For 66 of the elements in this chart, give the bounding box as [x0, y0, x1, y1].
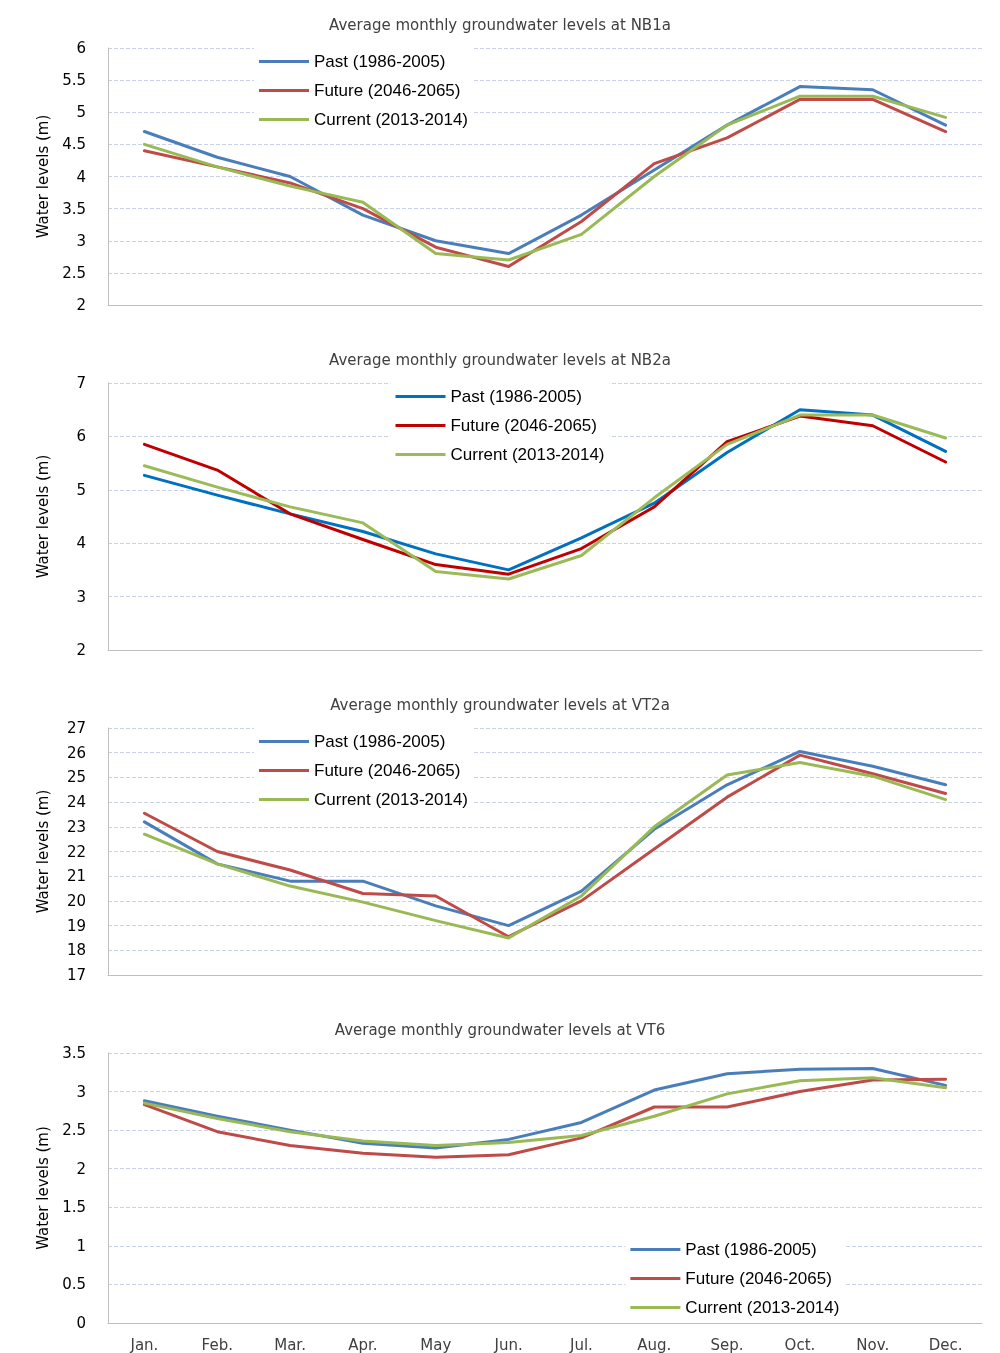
y-tick-label: 6 — [76, 39, 86, 57]
y-axis-title: Water levels (m) — [33, 1126, 52, 1250]
y-tick-label: 20 — [66, 891, 86, 910]
legend-label: Future (2046-2065) — [314, 761, 461, 780]
y-tick-label: 2 — [76, 641, 86, 659]
y-tick-label: 1.5 — [62, 1198, 86, 1217]
legend-label: Current (2013-2014) — [314, 110, 469, 129]
legend-label: Past (1986-2005) — [685, 1240, 817, 1259]
y-tick-label: 22 — [66, 842, 86, 861]
y-tick-label: 4 — [76, 167, 86, 186]
legend-label: Future (2046-2065) — [450, 416, 597, 435]
legend-label: Current (2013-2014) — [685, 1298, 840, 1317]
legend-label: Future (2046-2065) — [685, 1269, 832, 1288]
legend-label: Past (1986-2005) — [450, 387, 582, 406]
y-tick-label: 3 — [76, 231, 86, 250]
x-tick-label: Nov. — [856, 1335, 890, 1353]
y-tick-label: 2.5 — [62, 263, 86, 282]
x-tick-label: Oct. — [784, 1335, 816, 1353]
chart-title: Average monthly groundwater levels at NB1a — [329, 15, 671, 34]
y-axis-title: Water levels (m) — [33, 789, 52, 914]
y-axis-title: Water levels (m) — [33, 114, 52, 239]
y-tick-label: 18 — [66, 941, 86, 960]
y-tick-label: 5 — [76, 480, 86, 499]
y-tick-label: 23 — [66, 817, 86, 836]
y-tick-label: 1 — [76, 1236, 86, 1255]
y-tick-label: 26 — [66, 743, 86, 762]
y-tick-label: 3 — [76, 587, 86, 606]
legend-label: Future (2046-2065) — [314, 81, 461, 100]
y-tick-label: 3.5 — [62, 1044, 86, 1062]
y-tick-label: 24 — [66, 793, 86, 812]
y-tick-label: 3 — [76, 1082, 86, 1101]
y-tick-label: 4 — [76, 534, 86, 553]
x-tick-label: May — [420, 1335, 452, 1353]
y-tick-label: 2 — [76, 1159, 86, 1178]
y-tick-label: 7 — [76, 374, 86, 392]
legend-label: Past (1986-2005) — [314, 732, 446, 751]
y-tick-label: 5 — [76, 103, 86, 122]
x-tick-label: Jan. — [129, 1335, 159, 1353]
y-tick-label: 6 — [76, 427, 86, 446]
y-tick-label: 2 — [76, 296, 86, 314]
legend-label: Past (1986-2005) — [314, 52, 446, 71]
y-tick-label: 3.5 — [62, 199, 86, 218]
x-tick-label: Jul. — [568, 1335, 593, 1353]
y-tick-label: 4.5 — [62, 135, 86, 154]
chart-title: Average monthly groundwater levels at NB2a — [329, 350, 671, 369]
y-tick-label: 25 — [66, 768, 86, 787]
y-tick-label: 5.5 — [62, 71, 86, 90]
y-axis-title: Water levels (m) — [33, 454, 52, 579]
y-tick-label: 2.5 — [62, 1121, 86, 1140]
x-tick-label: Mar. — [274, 1335, 306, 1353]
x-tick-label: Jun. — [493, 1335, 523, 1353]
x-tick-label: Apr. — [348, 1335, 378, 1353]
legend-label: Current (2013-2014) — [314, 790, 469, 809]
y-tick-label: 27 — [66, 719, 86, 737]
x-tick-label: Aug. — [637, 1335, 672, 1353]
y-tick-label: 0.5 — [62, 1275, 86, 1294]
x-tick-label: Feb. — [201, 1335, 233, 1353]
y-tick-label: 19 — [66, 916, 86, 935]
y-tick-label: 17 — [66, 966, 86, 984]
x-tick-label: Dec. — [928, 1335, 963, 1353]
y-tick-label: 0 — [76, 1314, 86, 1332]
chart-title: Average monthly groundwater levels at VT6 — [334, 1020, 666, 1039]
legend-label: Current (2013-2014) — [450, 445, 605, 464]
chart-title: Average monthly groundwater levels at VT2a — [330, 695, 670, 714]
x-tick-label: Sep. — [710, 1335, 744, 1353]
y-tick-label: 21 — [66, 867, 86, 886]
